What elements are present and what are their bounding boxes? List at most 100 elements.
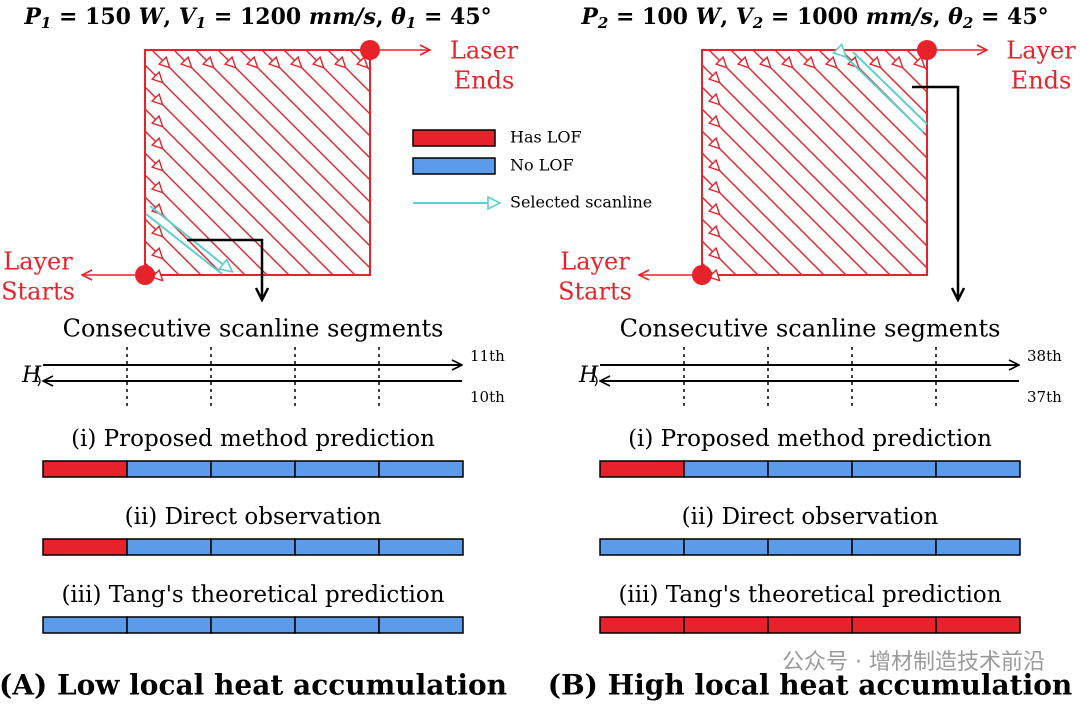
hatch-line (305, 49, 371, 115)
hatch-spacing-mark (35, 365, 41, 387)
segment (683, 616, 769, 634)
selected-scanline (145, 213, 223, 275)
header-part: , (720, 4, 735, 30)
hatch-line (239, 49, 371, 181)
header-part: W (696, 4, 723, 30)
segment (935, 538, 1021, 556)
header-part: = 1200 (206, 4, 309, 30)
segment (126, 616, 212, 634)
hatch-line (708, 49, 928, 269)
hatch-line (774, 49, 928, 203)
segment (599, 538, 685, 556)
segment (378, 616, 464, 634)
row-label: (ii) Direct observation (125, 504, 382, 530)
header-part: W (139, 4, 166, 30)
start-label: Starts (1, 278, 75, 306)
scan-area (144, 49, 371, 276)
segments-title: Consecutive scanline segments (620, 315, 1001, 343)
segment (378, 460, 464, 478)
hatch-line (261, 49, 371, 159)
segment (294, 460, 380, 478)
segment (126, 460, 212, 478)
row-label: (iii) Tang's theoretical prediction (61, 582, 444, 608)
hatch-line (701, 64, 913, 276)
legend-label: No LOF (510, 156, 574, 175)
hatch-line (701, 196, 781, 276)
row-label: (ii) Direct observation (682, 504, 939, 530)
panel-header: P1 = 150 W, V1 = 1200 mm/s, θ1 = 45° (23, 4, 491, 32)
segment (851, 460, 937, 478)
end-label: Laser (450, 37, 519, 65)
hatch-line (151, 49, 371, 269)
header-part: P (580, 4, 599, 30)
hatch-line (144, 64, 356, 276)
header-part: , (163, 4, 178, 30)
header-part: , (376, 4, 391, 30)
hatch-spacing-mark (592, 365, 598, 387)
segment (42, 538, 128, 556)
header-part: 2 (597, 14, 608, 32)
start-label: Layer (560, 248, 630, 276)
hatch-line (144, 218, 202, 276)
hatch-line (906, 49, 928, 71)
hatch-line (701, 218, 759, 276)
header-part: = 100 (608, 4, 695, 30)
hatch-line (701, 152, 825, 276)
hatch-line (796, 49, 928, 181)
segment (294, 538, 380, 556)
segment (767, 538, 853, 556)
selected-scanline (844, 55, 924, 133)
hatch-line (144, 196, 224, 276)
end-label: Ends (1011, 67, 1072, 95)
hatch-line (730, 49, 928, 247)
header-part: = 45° (973, 4, 1048, 30)
header-part: 1 (406, 14, 416, 32)
segment (42, 460, 128, 478)
legend-label: Selected scanline (510, 193, 652, 212)
hatch-line (701, 240, 737, 276)
header-part: P (23, 4, 42, 30)
start-label: Starts (558, 278, 632, 306)
start-label: Layer (3, 248, 73, 276)
segment (210, 538, 296, 556)
panel-caption: (B) High local heat accumulation (548, 669, 1073, 702)
segment (599, 460, 685, 478)
panel: P1 = 150 W, V1 = 1200 mm/s, θ1 = 45° Laye… (0, 4, 519, 702)
end-label: Ends (454, 67, 515, 95)
lower-scanline-label: 10th (470, 388, 505, 406)
hatch-line (701, 108, 869, 276)
hatch-line (144, 240, 180, 276)
segment (599, 616, 685, 634)
segment (210, 616, 296, 634)
header-part: 1 (41, 14, 51, 32)
hatch-line (862, 49, 928, 115)
panel: P2 = 100 W, V2 = 1000 mm/s, θ2 = 45°Laye… (548, 4, 1077, 702)
legend-label: Has LOF (510, 128, 582, 147)
end-label: Layer (1006, 37, 1076, 65)
hatch-line (144, 130, 290, 276)
hatch-line (818, 49, 928, 159)
hatch-line (144, 108, 312, 276)
header-part: θ (948, 4, 963, 30)
segment (210, 460, 296, 478)
header-part: = 1000 (763, 4, 866, 30)
segment (767, 616, 853, 634)
segment (42, 616, 128, 634)
scan-area (701, 49, 928, 276)
header-part: 2 (962, 14, 973, 32)
panel-caption: (A) Low local heat accumulation (0, 669, 507, 702)
header-part: = 150 (51, 4, 138, 30)
hatch-line (173, 49, 371, 247)
hatch-line (752, 49, 928, 225)
header-part: V (736, 4, 755, 30)
hatch-line (349, 49, 371, 71)
lower-scanline-label: 37th (1027, 388, 1062, 406)
segment (851, 538, 937, 556)
hatch-line (144, 152, 268, 276)
segment (378, 538, 464, 556)
header-part: θ (391, 4, 406, 30)
start-point (135, 265, 155, 285)
panel-header: P2 = 100 W, V2 = 1000 mm/s, θ2 = 45° (580, 4, 1048, 32)
segment (683, 460, 769, 478)
